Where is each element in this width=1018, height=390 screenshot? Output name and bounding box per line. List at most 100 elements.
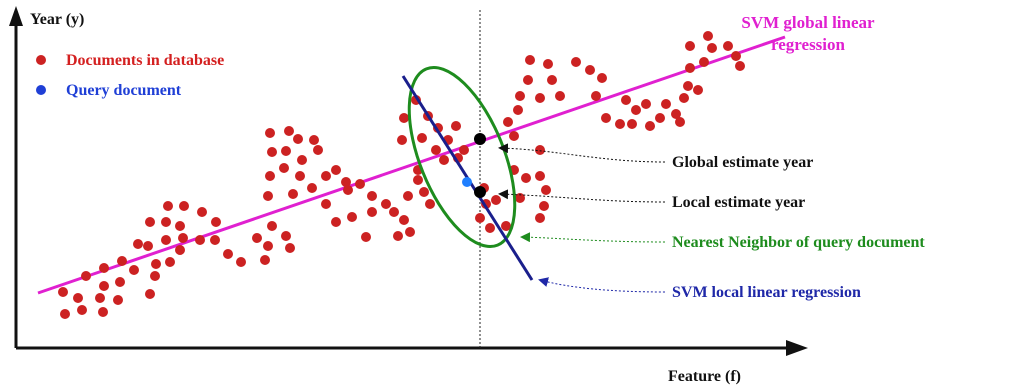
document-point — [161, 217, 171, 227]
document-point — [331, 165, 341, 175]
local-regression-label: SVM local linear regression — [672, 284, 861, 301]
nearest-neighbor-arrow — [520, 232, 666, 243]
document-point — [307, 183, 317, 193]
local-estimate-point — [474, 186, 486, 198]
document-point — [707, 43, 717, 53]
document-point — [509, 131, 519, 141]
document-point — [361, 232, 371, 242]
document-point — [313, 145, 323, 155]
document-point — [399, 113, 409, 123]
document-point — [627, 119, 637, 129]
document-point — [210, 235, 220, 245]
document-point — [419, 187, 429, 197]
document-point — [288, 189, 298, 199]
document-point — [535, 213, 545, 223]
document-point — [197, 207, 207, 217]
document-point — [321, 199, 331, 209]
document-point — [281, 231, 291, 241]
legend-query-dot — [36, 85, 46, 95]
document-point — [425, 199, 435, 209]
document-point — [95, 293, 105, 303]
document-point — [58, 287, 68, 297]
document-point — [731, 51, 741, 61]
global-estimate-point — [474, 133, 486, 145]
local-regression-arrow — [538, 277, 666, 293]
document-point — [179, 201, 189, 211]
document-point — [525, 55, 535, 65]
document-point — [381, 199, 391, 209]
document-point — [475, 213, 485, 223]
document-point — [113, 295, 123, 305]
document-point — [679, 93, 689, 103]
document-point — [99, 281, 109, 291]
document-point — [347, 212, 357, 222]
y-axis-arrowhead — [9, 6, 23, 26]
document-point — [685, 41, 695, 51]
legend-documents-label: Documents in database — [66, 52, 224, 69]
nearest-neighbor-ellipse — [407, 66, 517, 248]
document-point — [655, 113, 665, 123]
document-point — [165, 257, 175, 267]
document-point — [535, 145, 545, 155]
document-point — [293, 134, 303, 144]
local-estimate-label: Local estimate year — [672, 194, 805, 211]
document-point — [285, 243, 295, 253]
document-point — [389, 207, 399, 217]
document-point — [547, 75, 557, 85]
document-point — [263, 241, 273, 251]
document-point — [515, 193, 525, 203]
document-point — [81, 271, 91, 281]
document-point — [145, 217, 155, 227]
nearest-neighbor-label: Nearest Neighbor of query document — [672, 234, 925, 251]
document-point — [252, 233, 262, 243]
document-point — [535, 171, 545, 181]
document-point — [178, 233, 188, 243]
document-point — [585, 65, 595, 75]
document-point — [571, 57, 581, 67]
document-point — [555, 91, 565, 101]
document-point — [60, 309, 70, 319]
document-point — [699, 57, 709, 67]
document-point — [685, 63, 695, 73]
document-point — [515, 91, 525, 101]
document-point — [591, 91, 601, 101]
document-point — [597, 73, 607, 83]
document-point — [399, 215, 409, 225]
document-point — [129, 265, 139, 275]
document-point — [543, 59, 553, 69]
document-point — [223, 249, 233, 259]
document-point — [503, 117, 513, 127]
document-point — [397, 135, 407, 145]
document-point — [175, 221, 185, 231]
global-estimate-label: Global estimate year — [672, 154, 813, 171]
document-point — [260, 255, 270, 265]
document-points — [58, 31, 745, 319]
document-point — [77, 305, 87, 315]
document-point — [367, 207, 377, 217]
document-point — [133, 239, 143, 249]
document-point — [431, 145, 441, 155]
document-point — [521, 173, 531, 183]
document-point — [279, 163, 289, 173]
document-point — [535, 93, 545, 103]
document-point — [73, 293, 83, 303]
document-point — [267, 147, 277, 157]
x-axis-arrowhead — [786, 340, 808, 356]
document-point — [417, 133, 427, 143]
legend-document-dot — [36, 55, 46, 65]
document-point — [631, 105, 641, 115]
document-point — [367, 191, 377, 201]
document-point — [281, 146, 291, 156]
global-regression-line — [37, 35, 786, 295]
document-point — [405, 227, 415, 237]
x-axis-label: Feature (f) — [668, 368, 741, 385]
document-point — [693, 85, 703, 95]
document-point — [539, 201, 549, 211]
document-point — [98, 307, 108, 317]
document-point — [501, 221, 511, 231]
document-point — [99, 263, 109, 273]
document-point — [341, 177, 351, 187]
document-point — [459, 145, 469, 155]
global-regression-label-line2: regression — [771, 35, 846, 54]
document-point — [735, 61, 745, 71]
